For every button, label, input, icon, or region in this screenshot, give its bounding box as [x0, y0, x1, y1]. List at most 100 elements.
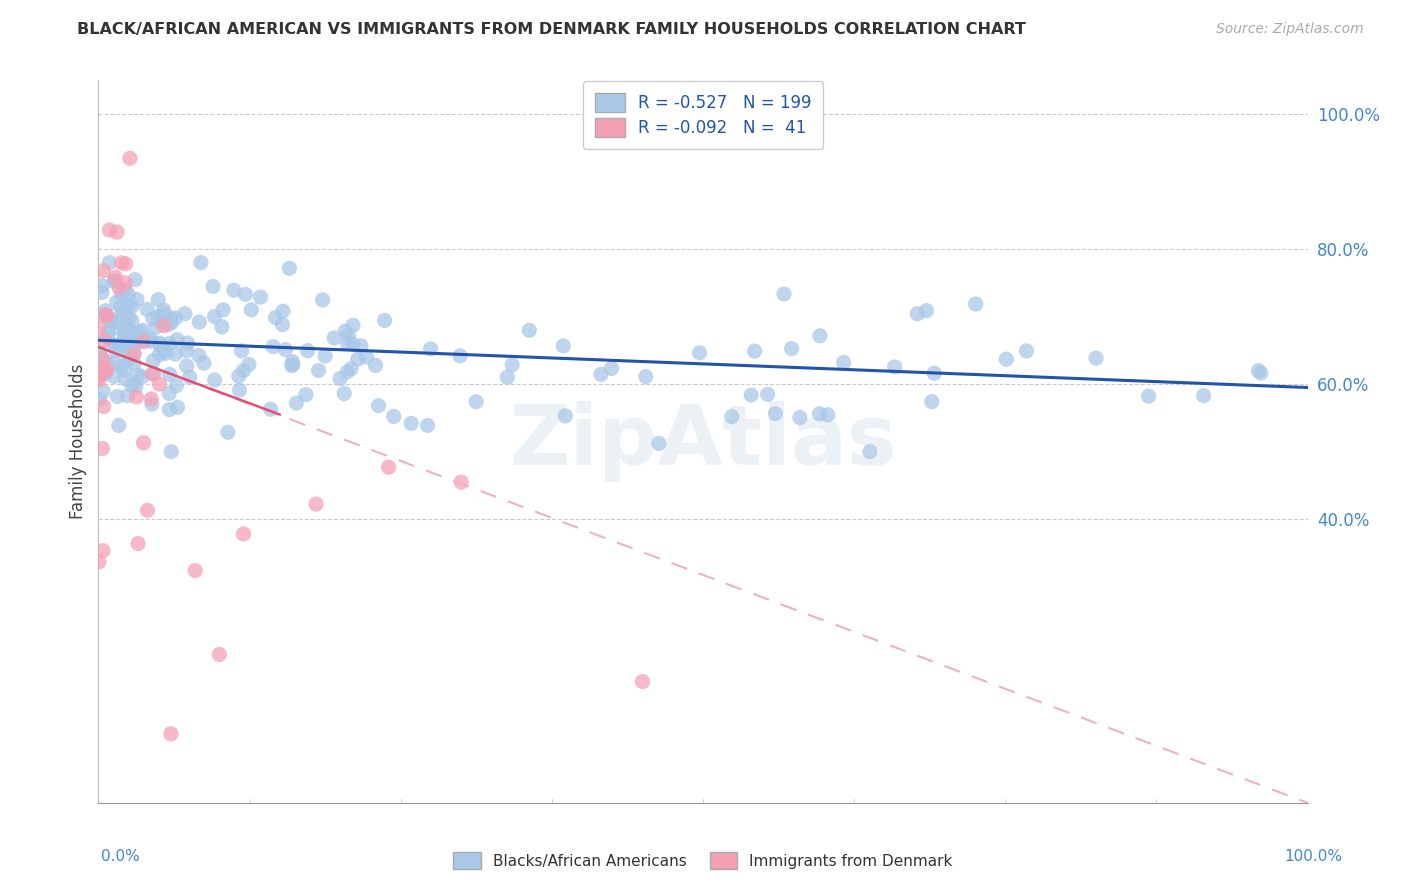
Point — [305, 497, 328, 511]
Point — [204, 310, 226, 324]
Point — [160, 315, 183, 329]
Point — [336, 336, 359, 351]
Point — [367, 399, 389, 413]
Point — [98, 223, 121, 237]
Point — [311, 293, 333, 307]
Point — [808, 328, 831, 343]
Point — [118, 310, 141, 325]
Point — [281, 355, 304, 369]
Point — [132, 334, 155, 349]
Point — [859, 444, 882, 458]
Point — [179, 370, 201, 384]
Point — [91, 285, 114, 300]
Point — [149, 338, 172, 352]
Text: 100.0%: 100.0% — [1285, 849, 1343, 864]
Point — [97, 326, 120, 340]
Point — [364, 359, 387, 373]
Text: BLACK/AFRICAN AMERICAN VS IMMIGRANTS FROM DENMARK FAMILY HOUSEHOLDS CORRELATION : BLACK/AFRICAN AMERICAN VS IMMIGRANTS FRO… — [77, 22, 1026, 37]
Point — [159, 368, 181, 382]
Point — [965, 297, 987, 311]
Point — [600, 361, 623, 376]
Point — [517, 323, 540, 337]
Point — [193, 356, 215, 370]
Point — [329, 371, 352, 385]
Point — [108, 280, 131, 294]
Point — [756, 387, 779, 401]
Point — [114, 372, 136, 386]
Point — [554, 409, 576, 423]
Point — [117, 341, 139, 355]
Point — [125, 293, 148, 307]
Point — [314, 349, 336, 363]
Point — [100, 317, 122, 331]
Point — [249, 290, 271, 304]
Point — [94, 334, 117, 348]
Point — [89, 392, 111, 407]
Point — [217, 425, 239, 440]
Point — [631, 674, 654, 689]
Point — [93, 400, 115, 414]
Point — [744, 344, 766, 359]
Point — [228, 369, 250, 384]
Point — [190, 255, 212, 269]
Point — [124, 273, 146, 287]
Point — [91, 543, 114, 558]
Point — [773, 287, 796, 301]
Point — [114, 363, 136, 377]
Point — [915, 303, 938, 318]
Point — [139, 332, 162, 346]
Point — [122, 347, 145, 361]
Point — [176, 336, 198, 351]
Point — [87, 321, 110, 335]
Point — [118, 333, 141, 347]
Point — [132, 435, 155, 450]
Point — [373, 313, 395, 327]
Point — [149, 314, 172, 328]
Point — [117, 347, 139, 361]
Point — [240, 302, 263, 317]
Point — [89, 368, 111, 383]
Point — [115, 319, 138, 334]
Point — [136, 503, 159, 517]
Point — [201, 279, 224, 293]
Point — [496, 370, 519, 384]
Point — [96, 363, 118, 377]
Text: ZipAtlas: ZipAtlas — [509, 401, 897, 482]
Point — [110, 286, 132, 301]
Point — [281, 358, 304, 372]
Point — [1085, 351, 1108, 365]
Point — [808, 407, 831, 421]
Point — [91, 278, 114, 293]
Point — [114, 276, 136, 290]
Point — [740, 388, 762, 402]
Point — [91, 384, 114, 399]
Point — [176, 359, 198, 373]
Point — [157, 386, 180, 401]
Point — [780, 342, 803, 356]
Point — [96, 309, 118, 323]
Point — [121, 314, 143, 328]
Point — [91, 442, 114, 456]
Point — [346, 352, 368, 367]
Point — [125, 379, 148, 393]
Point — [211, 319, 233, 334]
Point — [120, 334, 142, 349]
Point — [105, 390, 128, 404]
Point — [883, 359, 905, 374]
Point — [90, 351, 112, 365]
Legend: R = -0.527   N = 199, R = -0.092   N =  41: R = -0.527 N = 199, R = -0.092 N = 41 — [583, 81, 823, 149]
Point — [337, 328, 360, 343]
Point — [115, 329, 138, 343]
Point — [208, 648, 231, 662]
Point — [450, 475, 472, 489]
Point — [148, 310, 170, 324]
Point — [110, 359, 132, 373]
Point — [789, 410, 811, 425]
Point — [160, 727, 183, 741]
Point — [176, 343, 198, 358]
Point — [94, 361, 117, 376]
Point — [114, 257, 136, 271]
Point — [129, 332, 152, 346]
Point — [105, 225, 128, 239]
Point — [148, 336, 170, 351]
